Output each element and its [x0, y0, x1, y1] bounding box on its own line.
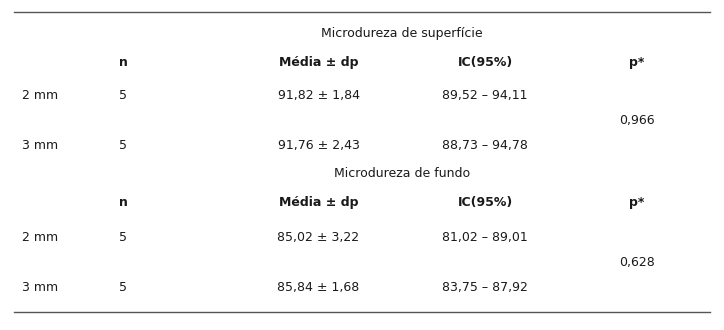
Text: 88,73 – 94,78: 88,73 – 94,78 — [442, 139, 528, 152]
Text: 85,84 ± 1,68: 85,84 ± 1,68 — [277, 280, 360, 294]
Text: IC(95%): IC(95%) — [458, 196, 513, 210]
Text: 0,966: 0,966 — [619, 114, 655, 127]
Text: 85,02 ± 3,22: 85,02 ± 3,22 — [277, 231, 360, 244]
Text: 83,75 – 87,92: 83,75 – 87,92 — [442, 280, 528, 294]
Text: 2 mm: 2 mm — [22, 231, 58, 244]
Text: p*: p* — [629, 196, 645, 210]
Text: 5: 5 — [119, 280, 127, 294]
Text: 5: 5 — [119, 231, 127, 244]
Text: 3 mm: 3 mm — [22, 139, 58, 152]
Text: Microdureza de fundo: Microdureza de fundo — [334, 167, 470, 180]
Text: 81,02 – 89,01: 81,02 – 89,01 — [442, 231, 528, 244]
Text: Média ± dp: Média ± dp — [279, 196, 358, 210]
Text: 91,82 ± 1,84: 91,82 ± 1,84 — [277, 89, 360, 102]
Text: 91,76 ± 2,43: 91,76 ± 2,43 — [277, 139, 360, 152]
Text: 5: 5 — [119, 139, 127, 152]
Text: n: n — [119, 56, 127, 69]
Text: IC(95%): IC(95%) — [458, 56, 513, 69]
Text: 0,628: 0,628 — [619, 256, 655, 269]
Text: 89,52 – 94,11: 89,52 – 94,11 — [442, 89, 528, 102]
Text: p*: p* — [629, 56, 645, 69]
Text: 3 mm: 3 mm — [22, 280, 58, 294]
Text: n: n — [119, 196, 127, 210]
Text: Média ± dp: Média ± dp — [279, 56, 358, 69]
Text: 5: 5 — [119, 89, 127, 102]
Text: 2 mm: 2 mm — [22, 89, 58, 102]
Text: Microdureza de superfície: Microdureza de superfície — [321, 26, 483, 40]
